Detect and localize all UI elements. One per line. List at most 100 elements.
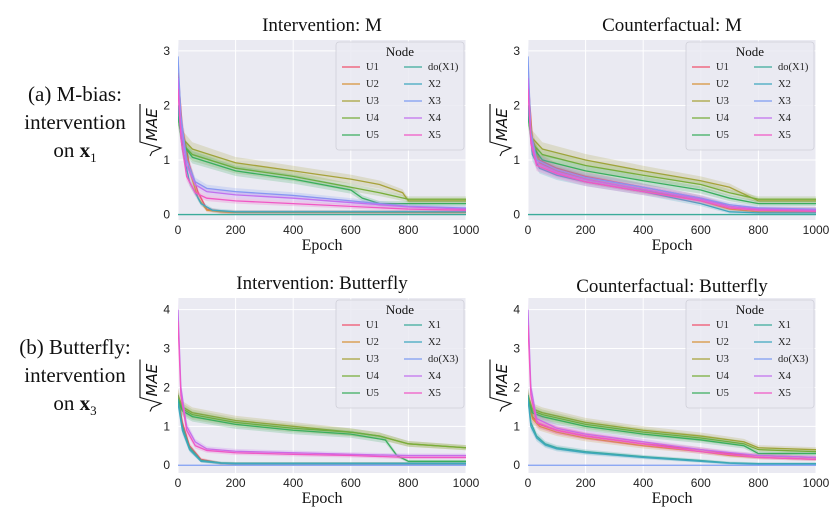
legend-label-u1: U1 [366,320,379,331]
series-line-u4 [528,116,816,200]
series-line-x3 [178,56,466,209]
x-tick-label: 600 [341,223,361,237]
y-tick-label: 3 [163,342,170,356]
x-tick-label: 200 [226,476,246,490]
x-tick-label: 1000 [453,476,480,490]
y-axis-label-text: MAE [493,363,511,396]
legend-title: Node [736,44,764,59]
y-tick-label: 1 [163,153,170,167]
row-label-b: (b) Butterfly: intervention on x3 [0,333,150,425]
series-line-x2 [178,402,466,465]
x-tick-label: 600 [691,223,711,237]
x-tick-label: 400 [283,476,303,490]
legend-label-u5: U5 [366,130,379,141]
legend-label-u5: U5 [716,130,729,141]
legend-label-x1: X1 [778,320,791,331]
series-line-x4 [178,78,466,210]
row-label-b-on: on [53,391,75,415]
series-line-x5 [528,89,816,212]
x-tick-label: 800 [398,476,418,490]
legend-label-x2: X2 [428,337,441,348]
x-tick-label: 800 [748,476,768,490]
legend-box [685,41,815,151]
row-label-a-line1: (a) M-bias: [28,82,122,106]
legend-label-u1: U1 [716,320,729,331]
row-label-a-line2: intervention [24,110,126,134]
legend-label-x5: X5 [428,388,441,399]
y-tick-label: 3 [163,44,170,58]
legend-label-x2: X2 [778,79,791,90]
series-line-x5 [178,321,466,459]
x-tick-label: 200 [576,476,596,490]
band-u4 [178,392,466,451]
band-u2 [528,71,816,214]
y-axis-label-text: MAE [493,108,511,141]
x-tick-label: 400 [633,476,653,490]
y-axis-label-text: MAE [143,363,161,396]
x-axis-label: Epoch [652,237,693,254]
legend-label-x2: X2 [428,79,441,90]
legend-label-u1: U1 [366,62,379,73]
y-tick-label: 0 [163,208,170,222]
band-u1 [528,65,816,212]
series-line-x5 [178,89,466,211]
series-line-x4 [178,309,466,457]
band-u4 [178,106,466,203]
legend-label-u3: U3 [716,96,729,107]
legend-label-x2: X2 [778,337,791,348]
y-tick-label: 3 [513,342,520,356]
legend-label-x5: X5 [778,130,791,141]
legend-label-x3: X3 [428,96,441,107]
legend-label-u4: U4 [366,113,380,124]
chart-title: Intervention: Butterfly [236,273,408,294]
legend-label-u1: U1 [716,62,729,73]
legend-label-do-x3: do(X3) [428,354,459,365]
series-line-u5 [528,116,816,205]
legend-label-x5: X5 [778,388,791,399]
x-tick-label: 600 [341,476,361,490]
y-tick-label: 0 [513,208,520,222]
y-tick-label: 1 [513,153,520,167]
y-tick-label: 2 [513,380,520,394]
legend-label-x3: X3 [778,96,791,107]
x-axis-label: Epoch [302,237,343,254]
series-line-x4 [528,78,816,211]
legend-label-u2: U2 [366,79,379,90]
legend-label-x1: X1 [428,320,441,331]
legend-label-u5: U5 [716,388,729,399]
legend-label-x5: X5 [428,130,441,141]
chart-title: Counterfactual: Butterfly [576,276,768,297]
x-tick-label: 400 [283,223,303,237]
band-u5 [178,106,466,207]
legend-title: Node [386,302,414,317]
y-tick-label: 4 [513,303,520,317]
legend-label-u5: U5 [366,388,379,399]
legend-label-x4: X4 [778,371,792,382]
legend-label-u3: U3 [366,96,379,107]
series-line-x4 [528,309,816,459]
y-tick-label: 3 [513,44,520,58]
y-tick-label: 2 [163,380,170,394]
y-axis-label: MAE [139,359,163,412]
band-u4 [528,392,816,454]
x-tick-label: 800 [398,223,418,237]
y-axis-label: MAE [139,104,163,157]
row-label-a-sub: 1 [90,150,97,166]
x-tick-label: 600 [691,476,711,490]
y-tick-label: 2 [163,98,170,112]
band-u3 [528,388,816,453]
legend-title: Node [736,302,764,317]
series-line-x2 [528,399,816,465]
x-tick-label: 200 [576,223,596,237]
legend-label-u2: U2 [716,337,729,348]
y-axis-label: MAE [489,359,513,412]
series-line-u3 [528,110,816,202]
x-tick-label: 1000 [803,223,830,237]
x-tick-label: 0 [175,476,182,490]
row-label-a-on: on [53,138,75,162]
legend-label-x4: X4 [428,371,442,382]
y-tick-label: 0 [513,458,520,472]
